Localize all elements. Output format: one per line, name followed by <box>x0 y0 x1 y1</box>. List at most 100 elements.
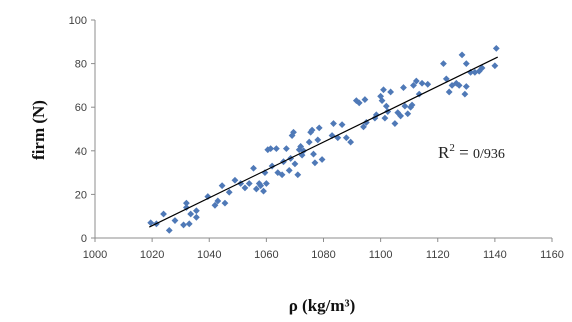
data-point <box>400 84 407 91</box>
data-point <box>250 164 257 172</box>
data-point <box>377 92 385 100</box>
data-points <box>147 44 500 234</box>
data-point <box>314 136 322 144</box>
data-point <box>310 150 317 158</box>
data-point <box>418 79 426 87</box>
x-axis-ticks: 1000 1020 1040 1060 1080 1100 1120 1140 1160 <box>83 238 564 261</box>
data-point <box>260 187 267 195</box>
data-point <box>424 80 432 88</box>
data-point <box>387 88 395 96</box>
data-point <box>355 99 363 107</box>
data-point <box>241 184 249 192</box>
data-point <box>305 138 313 146</box>
data-point <box>231 176 239 184</box>
data-point <box>381 114 389 122</box>
data-point <box>445 88 453 96</box>
data-point <box>221 199 229 207</box>
data-point <box>180 221 187 229</box>
y-tick-label: 100 <box>69 15 87 27</box>
x-tick-label: 1100 <box>369 249 393 261</box>
data-point <box>384 108 392 115</box>
r-squared-label: R2 = 0/936 <box>438 142 505 162</box>
data-point <box>318 156 326 163</box>
x-tick-label: 1000 <box>83 249 107 261</box>
data-point <box>342 134 350 142</box>
data-point <box>382 102 390 110</box>
data-point <box>183 199 190 207</box>
data-point <box>297 143 305 150</box>
data-point <box>257 182 265 190</box>
data-point <box>361 96 369 103</box>
data-point <box>245 180 253 187</box>
data-point <box>378 97 386 105</box>
data-point <box>380 86 387 94</box>
data-point <box>282 145 290 153</box>
data-point <box>211 201 219 209</box>
y-tick-label: 60 <box>75 102 87 114</box>
x-tick-label: 1140 <box>483 249 507 261</box>
data-point <box>285 167 293 174</box>
data-point <box>442 75 450 83</box>
data-point <box>334 134 342 142</box>
r-squared-equals: = <box>455 143 473 162</box>
data-point <box>185 220 193 228</box>
y-tick-label: 0 <box>81 233 87 245</box>
data-point <box>225 188 233 196</box>
data-point <box>298 151 306 159</box>
r-squared-prefix: R <box>438 143 450 162</box>
data-point <box>412 77 420 85</box>
data-point <box>278 171 286 179</box>
y-tick-label: 80 <box>75 59 87 71</box>
data-point <box>461 90 469 98</box>
y-tick-label: 20 <box>75 189 87 201</box>
x-tick-label: 1120 <box>426 249 450 261</box>
data-point <box>408 101 416 109</box>
data-point <box>362 119 370 126</box>
data-point <box>204 193 212 200</box>
data-point <box>272 145 280 153</box>
data-point <box>338 121 346 129</box>
x-tick-label: 1160 <box>540 249 564 261</box>
data-point <box>360 123 367 131</box>
data-point <box>397 112 405 120</box>
data-point <box>491 62 499 70</box>
data-point <box>315 124 323 132</box>
data-point <box>294 171 302 179</box>
data-point <box>404 110 412 118</box>
data-point <box>311 159 319 167</box>
x-tick-label: 1060 <box>254 249 278 261</box>
axes: 0 20 40 60 80 100 1000 1020 1040 1060 1080 1100 112… <box>69 15 564 261</box>
data-point <box>218 182 226 190</box>
r-squared-value: 0/936 <box>473 147 505 162</box>
data-point <box>192 207 200 215</box>
data-point <box>171 217 179 224</box>
data-point <box>147 219 155 227</box>
data-point <box>183 204 190 211</box>
data-point <box>291 160 299 168</box>
x-tick-label: 1020 <box>140 249 164 261</box>
data-point <box>448 82 456 89</box>
data-point <box>391 120 399 127</box>
data-point <box>440 60 447 67</box>
data-point <box>410 82 417 89</box>
data-point <box>187 210 195 218</box>
y-axis-title: firm (N) <box>29 100 48 160</box>
data-point <box>330 120 337 127</box>
data-point <box>478 64 486 72</box>
data-point <box>492 44 500 52</box>
data-point <box>214 197 222 205</box>
data-point <box>308 126 316 134</box>
data-point <box>462 60 470 67</box>
data-point <box>165 226 173 234</box>
data-point <box>455 82 463 89</box>
x-tick-label: 1080 <box>311 249 335 261</box>
x-tick-label: 1040 <box>197 249 221 261</box>
data-point <box>237 180 245 187</box>
data-point <box>252 185 260 193</box>
data-point <box>262 180 270 187</box>
y-axis-ticks: 0 20 40 60 80 100 <box>69 15 95 245</box>
trendline <box>149 56 498 228</box>
y-tick-label: 40 <box>75 146 87 158</box>
r-squared-superscript: 2 <box>449 142 455 154</box>
